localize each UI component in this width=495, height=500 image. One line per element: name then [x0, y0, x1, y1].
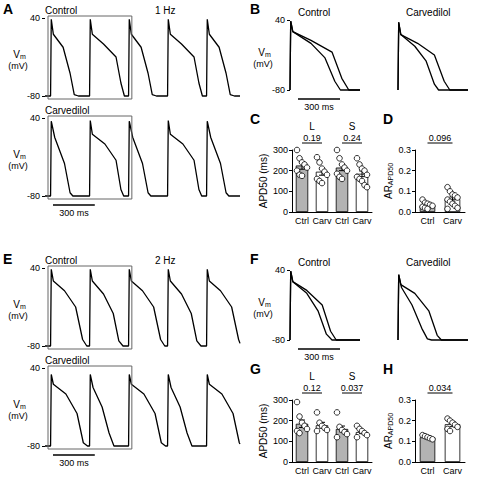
svg-text:m: m	[265, 301, 271, 308]
svg-text:Carv: Carv	[443, 466, 463, 476]
svg-text:A: A	[3, 1, 13, 17]
svg-text:H: H	[383, 361, 393, 377]
svg-text:0.3: 0.3	[398, 395, 411, 405]
svg-text:40: 40	[275, 15, 285, 25]
svg-text:200: 200	[273, 416, 288, 426]
svg-text:-80: -80	[27, 341, 40, 351]
svg-text:Carv: Carv	[352, 466, 372, 476]
svg-text:-80: -80	[27, 91, 40, 101]
svg-text:0.19: 0.19	[303, 133, 321, 143]
svg-text:300 ms: 300 ms	[304, 102, 334, 112]
svg-text:C: C	[250, 111, 260, 127]
svg-text:0.12: 0.12	[303, 383, 321, 393]
svg-text:Carvedilol: Carvedilol	[406, 257, 450, 268]
svg-text:AR: AR	[383, 435, 394, 449]
svg-text:0.2: 0.2	[398, 166, 411, 176]
svg-text:m: m	[265, 51, 271, 58]
svg-text:Carv: Carv	[352, 216, 372, 226]
svg-text:F: F	[250, 251, 259, 267]
svg-text:Control: Control	[45, 255, 77, 266]
svg-text:(mV): (mV)	[8, 411, 28, 421]
svg-text:300 ms: 300 ms	[59, 208, 89, 218]
svg-text:0: 0	[283, 207, 288, 217]
svg-text:0.3: 0.3	[398, 145, 411, 155]
svg-text:40: 40	[30, 113, 40, 123]
svg-text:0.1: 0.1	[398, 186, 411, 196]
svg-text:0.2: 0.2	[398, 416, 411, 426]
svg-text:V: V	[258, 296, 265, 308]
svg-text:Carvedilol: Carvedilol	[45, 105, 89, 116]
svg-text:G: G	[250, 361, 261, 377]
svg-text:40: 40	[30, 13, 40, 23]
svg-text:m: m	[20, 303, 26, 310]
svg-text:APD50: APD50	[387, 163, 394, 185]
svg-text:(mV): (mV)	[253, 59, 273, 69]
svg-text:Ctrl: Ctrl	[335, 466, 349, 476]
svg-text:APD50 (ms): APD50 (ms)	[258, 154, 269, 208]
svg-text:Control: Control	[298, 257, 330, 268]
svg-text:(mV): (mV)	[8, 61, 28, 71]
svg-text:(mV): (mV)	[8, 161, 28, 171]
svg-text:40: 40	[30, 363, 40, 373]
svg-text:S: S	[349, 121, 356, 132]
svg-text:B: B	[250, 1, 260, 17]
svg-text:0.0: 0.0	[398, 207, 411, 217]
svg-text:V: V	[258, 46, 265, 58]
svg-text:V: V	[13, 298, 20, 310]
svg-text:V: V	[13, 148, 20, 160]
svg-text:Ctrl: Ctrl	[421, 216, 435, 226]
svg-text:V: V	[13, 398, 20, 410]
svg-text:E: E	[3, 251, 12, 267]
svg-text:V: V	[13, 48, 20, 60]
svg-text:0.24: 0.24	[343, 133, 361, 143]
svg-text:Carvedilol: Carvedilol	[406, 7, 450, 18]
svg-text:APD50: APD50	[387, 413, 394, 435]
svg-text:Control: Control	[45, 5, 77, 16]
svg-text:300 ms: 300 ms	[304, 352, 334, 362]
svg-text:m: m	[20, 53, 26, 60]
svg-text:0.034: 0.034	[429, 383, 452, 393]
svg-text:L: L	[309, 371, 315, 382]
svg-text:Ctrl: Ctrl	[421, 466, 435, 476]
svg-text:200: 200	[273, 166, 288, 176]
svg-text:-80: -80	[272, 335, 285, 345]
svg-text:100: 100	[273, 436, 288, 446]
svg-text:AR: AR	[383, 185, 394, 199]
svg-text:Control: Control	[298, 7, 330, 18]
svg-text:300 ms: 300 ms	[59, 458, 89, 468]
svg-text:1 Hz: 1 Hz	[155, 5, 176, 16]
svg-text:Carvedilol: Carvedilol	[45, 355, 89, 366]
svg-text:0.0: 0.0	[398, 457, 411, 467]
svg-text:Ctrl: Ctrl	[295, 466, 309, 476]
svg-text:Carv: Carv	[312, 216, 332, 226]
svg-text:m: m	[20, 403, 26, 410]
svg-text:40: 40	[30, 263, 40, 273]
svg-text:S: S	[349, 371, 356, 382]
svg-text:2 Hz: 2 Hz	[155, 255, 176, 266]
svg-text:40: 40	[275, 265, 285, 275]
svg-text:0.096: 0.096	[429, 133, 452, 143]
svg-text:Ctrl: Ctrl	[295, 216, 309, 226]
svg-text:m: m	[20, 153, 26, 160]
svg-text:0.037: 0.037	[341, 383, 364, 393]
svg-text:300: 300	[273, 395, 288, 405]
svg-text:0: 0	[283, 457, 288, 467]
svg-text:APD50 (ms): APD50 (ms)	[258, 404, 269, 458]
svg-text:-80: -80	[27, 191, 40, 201]
svg-text:-80: -80	[27, 441, 40, 451]
svg-text:(mV): (mV)	[8, 311, 28, 321]
svg-text:300: 300	[273, 145, 288, 155]
svg-text:Carv: Carv	[443, 216, 463, 226]
svg-text:-80: -80	[272, 85, 285, 95]
svg-text:L: L	[309, 121, 315, 132]
svg-text:D: D	[383, 111, 393, 127]
svg-text:Carv: Carv	[312, 466, 332, 476]
svg-text:(mV): (mV)	[253, 309, 273, 319]
svg-text:Ctrl: Ctrl	[335, 216, 349, 226]
svg-text:100: 100	[273, 186, 288, 196]
svg-text:0.1: 0.1	[398, 436, 411, 446]
